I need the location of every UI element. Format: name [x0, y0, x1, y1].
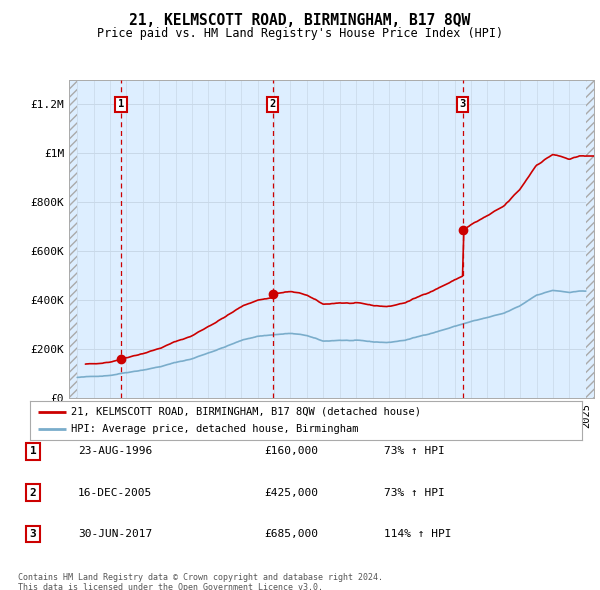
Text: Price paid vs. HM Land Registry's House Price Index (HPI): Price paid vs. HM Land Registry's House … — [97, 27, 503, 40]
Text: 21, KELMSCOTT ROAD, BIRMINGHAM, B17 8QW: 21, KELMSCOTT ROAD, BIRMINGHAM, B17 8QW — [130, 13, 470, 28]
Text: 2: 2 — [29, 488, 37, 497]
Text: 3: 3 — [29, 529, 37, 539]
Text: 21, KELMSCOTT ROAD, BIRMINGHAM, B17 8QW (detached house): 21, KELMSCOTT ROAD, BIRMINGHAM, B17 8QW … — [71, 407, 421, 417]
Text: £160,000: £160,000 — [264, 447, 318, 456]
Text: Contains HM Land Registry data © Crown copyright and database right 2024.: Contains HM Land Registry data © Crown c… — [18, 573, 383, 582]
Text: 23-AUG-1996: 23-AUG-1996 — [78, 447, 152, 456]
Text: £425,000: £425,000 — [264, 488, 318, 497]
Bar — [69, 80, 77, 398]
Text: 3: 3 — [460, 99, 466, 109]
Text: 1: 1 — [118, 99, 124, 109]
Text: 30-JUN-2017: 30-JUN-2017 — [78, 529, 152, 539]
Text: 73% ↑ HPI: 73% ↑ HPI — [384, 447, 445, 456]
Text: 73% ↑ HPI: 73% ↑ HPI — [384, 488, 445, 497]
Bar — [586, 80, 594, 398]
Text: 16-DEC-2005: 16-DEC-2005 — [78, 488, 152, 497]
Text: HPI: Average price, detached house, Birmingham: HPI: Average price, detached house, Birm… — [71, 424, 359, 434]
Bar — [69, 80, 77, 398]
Text: 114% ↑ HPI: 114% ↑ HPI — [384, 529, 452, 539]
Bar — [586, 80, 594, 398]
Text: 1: 1 — [29, 447, 37, 456]
Text: £685,000: £685,000 — [264, 529, 318, 539]
Text: This data is licensed under the Open Government Licence v3.0.: This data is licensed under the Open Gov… — [18, 583, 323, 590]
Text: 2: 2 — [269, 99, 276, 109]
